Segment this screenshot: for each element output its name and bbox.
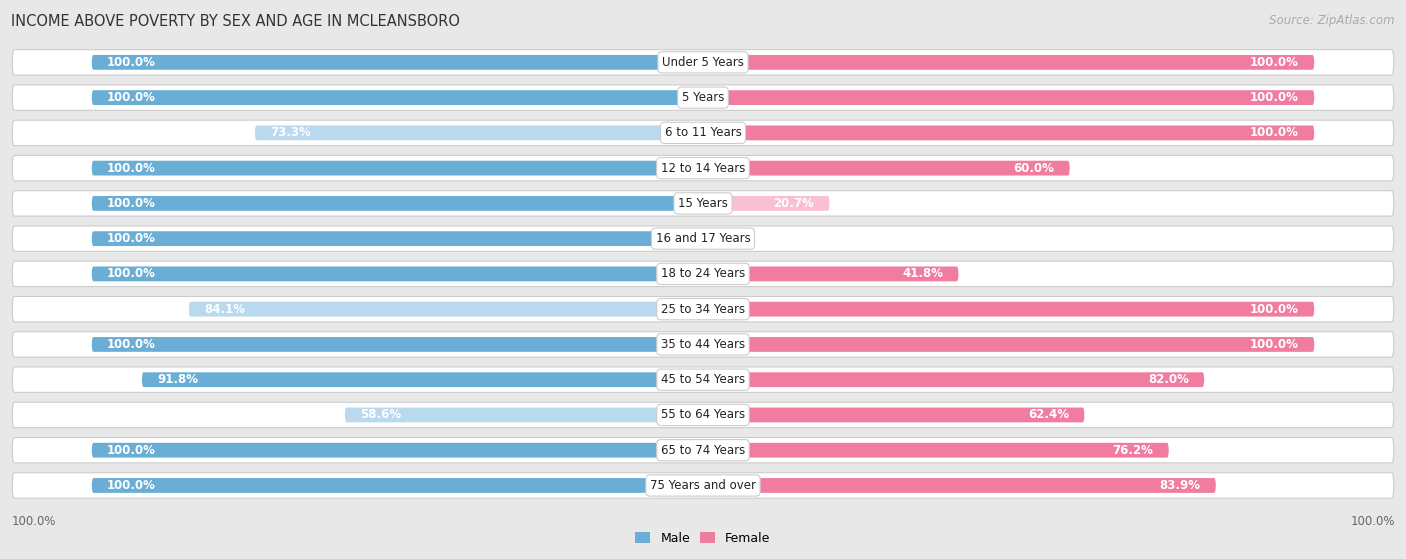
FancyBboxPatch shape: [703, 337, 1315, 352]
Text: 83.9%: 83.9%: [1160, 479, 1201, 492]
Text: 25 to 34 Years: 25 to 34 Years: [661, 302, 745, 316]
Text: 16 and 17 Years: 16 and 17 Years: [655, 232, 751, 245]
FancyBboxPatch shape: [254, 125, 703, 140]
FancyBboxPatch shape: [91, 196, 703, 211]
FancyBboxPatch shape: [13, 473, 1393, 498]
Text: 100.0%: 100.0%: [107, 232, 156, 245]
FancyBboxPatch shape: [703, 372, 1205, 387]
Text: 6 to 11 Years: 6 to 11 Years: [665, 126, 741, 139]
FancyBboxPatch shape: [13, 50, 1393, 75]
Text: 82.0%: 82.0%: [1149, 373, 1189, 386]
Text: 100.0%: 100.0%: [1250, 91, 1299, 104]
FancyBboxPatch shape: [13, 438, 1393, 463]
FancyBboxPatch shape: [703, 408, 1084, 423]
FancyBboxPatch shape: [13, 85, 1393, 110]
Text: 100.0%: 100.0%: [107, 338, 156, 351]
FancyBboxPatch shape: [703, 90, 1315, 105]
FancyBboxPatch shape: [13, 226, 1393, 252]
FancyBboxPatch shape: [703, 443, 1168, 458]
Text: 91.8%: 91.8%: [157, 373, 198, 386]
Text: 100.0%: 100.0%: [1250, 56, 1299, 69]
Text: 73.3%: 73.3%: [270, 126, 311, 139]
FancyBboxPatch shape: [91, 267, 703, 281]
Text: 62.4%: 62.4%: [1028, 409, 1069, 421]
FancyBboxPatch shape: [703, 196, 830, 211]
Text: Source: ZipAtlas.com: Source: ZipAtlas.com: [1270, 14, 1395, 27]
Text: 18 to 24 Years: 18 to 24 Years: [661, 267, 745, 281]
Text: 100.0%: 100.0%: [107, 56, 156, 69]
Text: 84.1%: 84.1%: [204, 302, 245, 316]
Text: 100.0%: 100.0%: [11, 515, 56, 528]
FancyBboxPatch shape: [13, 367, 1393, 392]
FancyBboxPatch shape: [91, 55, 703, 70]
Text: 60.0%: 60.0%: [1014, 162, 1054, 174]
FancyBboxPatch shape: [703, 55, 1315, 70]
FancyBboxPatch shape: [13, 331, 1393, 357]
Text: 100.0%: 100.0%: [1250, 126, 1299, 139]
Text: 75 Years and over: 75 Years and over: [650, 479, 756, 492]
FancyBboxPatch shape: [142, 372, 703, 387]
Text: 100.0%: 100.0%: [107, 479, 156, 492]
FancyBboxPatch shape: [91, 443, 703, 458]
FancyBboxPatch shape: [188, 302, 703, 316]
FancyBboxPatch shape: [13, 120, 1393, 145]
FancyBboxPatch shape: [344, 408, 703, 423]
FancyBboxPatch shape: [703, 125, 1315, 140]
Text: 65 to 74 Years: 65 to 74 Years: [661, 444, 745, 457]
Text: 100.0%: 100.0%: [107, 91, 156, 104]
FancyBboxPatch shape: [13, 261, 1393, 287]
FancyBboxPatch shape: [13, 191, 1393, 216]
FancyBboxPatch shape: [91, 478, 703, 493]
Text: 100.0%: 100.0%: [1250, 338, 1299, 351]
Text: 0.0%: 0.0%: [713, 232, 745, 245]
FancyBboxPatch shape: [703, 478, 1216, 493]
Text: 15 Years: 15 Years: [678, 197, 728, 210]
Text: 76.2%: 76.2%: [1112, 444, 1153, 457]
Text: 100.0%: 100.0%: [1250, 302, 1299, 316]
Text: INCOME ABOVE POVERTY BY SEX AND AGE IN MCLEANSBORO: INCOME ABOVE POVERTY BY SEX AND AGE IN M…: [11, 14, 460, 29]
FancyBboxPatch shape: [91, 231, 703, 246]
FancyBboxPatch shape: [703, 161, 1070, 176]
Text: 100.0%: 100.0%: [107, 162, 156, 174]
FancyBboxPatch shape: [91, 161, 703, 176]
Text: 41.8%: 41.8%: [903, 267, 943, 281]
Text: 100.0%: 100.0%: [1350, 515, 1395, 528]
FancyBboxPatch shape: [13, 296, 1393, 322]
FancyBboxPatch shape: [91, 337, 703, 352]
Text: 55 to 64 Years: 55 to 64 Years: [661, 409, 745, 421]
Text: 5 Years: 5 Years: [682, 91, 724, 104]
FancyBboxPatch shape: [13, 155, 1393, 181]
Text: 35 to 44 Years: 35 to 44 Years: [661, 338, 745, 351]
Text: 45 to 54 Years: 45 to 54 Years: [661, 373, 745, 386]
FancyBboxPatch shape: [91, 90, 703, 105]
Legend: Male, Female: Male, Female: [630, 527, 776, 550]
Text: 100.0%: 100.0%: [107, 197, 156, 210]
Text: 100.0%: 100.0%: [107, 267, 156, 281]
Text: 58.6%: 58.6%: [360, 409, 401, 421]
FancyBboxPatch shape: [703, 302, 1315, 316]
Text: 12 to 14 Years: 12 to 14 Years: [661, 162, 745, 174]
Text: 20.7%: 20.7%: [773, 197, 814, 210]
FancyBboxPatch shape: [13, 402, 1393, 428]
Text: 100.0%: 100.0%: [107, 444, 156, 457]
FancyBboxPatch shape: [703, 267, 959, 281]
Text: Under 5 Years: Under 5 Years: [662, 56, 744, 69]
